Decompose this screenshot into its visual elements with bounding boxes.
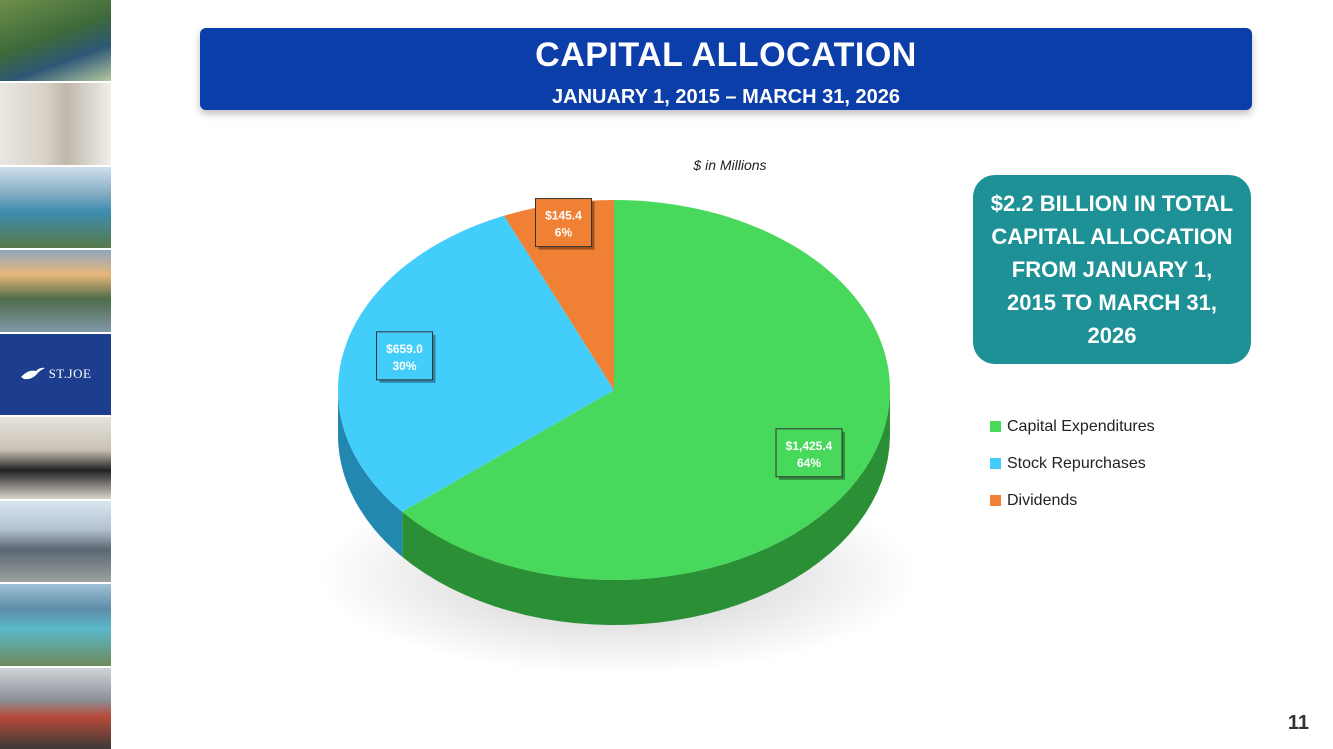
data-label-value: $145.4 — [545, 209, 582, 223]
page-subtitle: JANUARY 1, 2015 – MARCH 31, 2026 — [552, 86, 900, 108]
data-label-value: $659.0 — [386, 342, 423, 356]
pie-slice-dividends — [504, 200, 614, 390]
page-title: CAPITAL ALLOCATION — [535, 36, 917, 74]
data-label-box — [534, 198, 592, 248]
legend-item-stock-repurchases: Stock Repurchases — [990, 445, 1155, 482]
data-label-capital-expenditures: $1,425.4 64% — [775, 428, 846, 480]
capital-allocation-pie-chart: $1,425.4 64% $659.0 30% $145.4 6% — [318, 198, 918, 675]
data-label-dividends: $145.4 6% — [534, 198, 595, 250]
photo-family-walking — [0, 83, 111, 167]
legend-label: Stock Repurchases — [1007, 454, 1146, 472]
data-label-box — [376, 331, 434, 381]
total-allocation-callout: $2.2 BILLION IN TOTAL CAPITAL ALLOCATION… — [973, 175, 1251, 364]
photo-office-building — [0, 500, 111, 585]
photo-strip: ST.JOE — [0, 0, 111, 749]
data-label-box — [775, 428, 843, 478]
pie-slice-stock-repurchases — [338, 215, 614, 512]
photo-event-crowd — [0, 667, 111, 749]
pie-slice-capital-expenditures — [402, 200, 890, 580]
pie-side-capital-expenditures — [402, 390, 890, 625]
data-label-stock-repurchases: $659.0 30% — [376, 331, 436, 383]
stjoe-logo: ST.JOE — [0, 333, 111, 418]
legend-label: Capital Expenditures — [1007, 417, 1155, 435]
photo-lazy-river — [0, 584, 111, 668]
photo-server-staff — [0, 417, 111, 501]
units-note: $ in Millions — [693, 157, 767, 173]
callout-text: $2.2 BILLION IN TOTAL CAPITAL ALLOCATION… — [990, 191, 1234, 348]
legend-item-capital-expenditures: Capital Expenditures — [990, 408, 1155, 445]
title-banner: CAPITAL ALLOCATION JANUARY 1, 2015 – MAR… — [200, 28, 1252, 110]
photo-lake-sunset — [0, 250, 111, 334]
heron-logo-icon — [20, 368, 45, 380]
data-label-percent: 64% — [797, 456, 821, 470]
data-label-percent: 30% — [393, 359, 417, 373]
chart-legend: Capital Expenditures Stock Repurchases D… — [990, 408, 1155, 519]
photo-resort-pool — [0, 166, 111, 251]
legend-label: Dividends — [1007, 491, 1078, 509]
photo-golf-course — [0, 0, 111, 84]
pie-side-stock-repurchases — [338, 390, 403, 557]
data-label-value: $1,425.4 — [786, 439, 833, 453]
legend-swatch — [990, 421, 1001, 432]
legend-swatch — [990, 458, 1001, 469]
logo-text: ST.JOE — [48, 366, 92, 382]
data-label-percent: 6% — [555, 226, 573, 240]
legend-item-dividends: Dividends — [990, 482, 1155, 519]
page-number: 11 — [1287, 712, 1309, 734]
legend-swatch — [990, 495, 1001, 506]
